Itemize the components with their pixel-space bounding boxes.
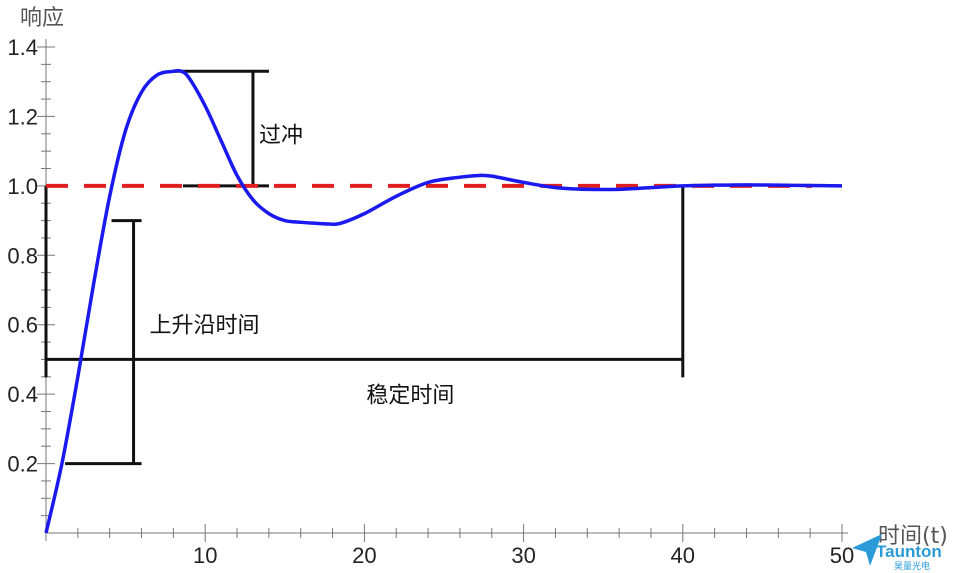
x-tick-label: 20 bbox=[352, 543, 376, 568]
y-axis-title: 响应 bbox=[20, 6, 64, 31]
y-tick-label: 1.4 bbox=[7, 35, 38, 60]
y-tick-label: 0.2 bbox=[7, 452, 38, 477]
series-group bbox=[44, 68, 843, 534]
y-tick-label: 0.4 bbox=[7, 382, 38, 407]
x-axis-title: 时间(t) bbox=[878, 524, 948, 549]
y-tick-label: 0.8 bbox=[7, 243, 38, 268]
x-tick-label: 30 bbox=[511, 543, 535, 568]
logo-caption: 昊量光电 bbox=[894, 560, 930, 571]
logo: Taunton 昊量光电 bbox=[852, 534, 942, 571]
annotations bbox=[44, 69, 685, 466]
rise-time-label: 上升沿时间 bbox=[150, 314, 260, 339]
y-tick-label: 1.0 bbox=[7, 174, 38, 199]
overshoot-label: 过冲 bbox=[259, 124, 303, 149]
response-curve bbox=[44, 68, 843, 534]
x-tick-label: 50 bbox=[830, 543, 854, 568]
x-tick-label: 40 bbox=[671, 543, 695, 568]
axes bbox=[37, 39, 848, 542]
logo-wordmark: Taunton bbox=[876, 542, 942, 561]
settling-time-label: 稳定时间 bbox=[366, 383, 454, 408]
paper-plane-icon bbox=[852, 534, 882, 566]
y-tick-label: 0.6 bbox=[7, 313, 38, 338]
y-tick-label: 1.2 bbox=[7, 104, 38, 129]
x-tick-label: 10 bbox=[193, 543, 217, 568]
